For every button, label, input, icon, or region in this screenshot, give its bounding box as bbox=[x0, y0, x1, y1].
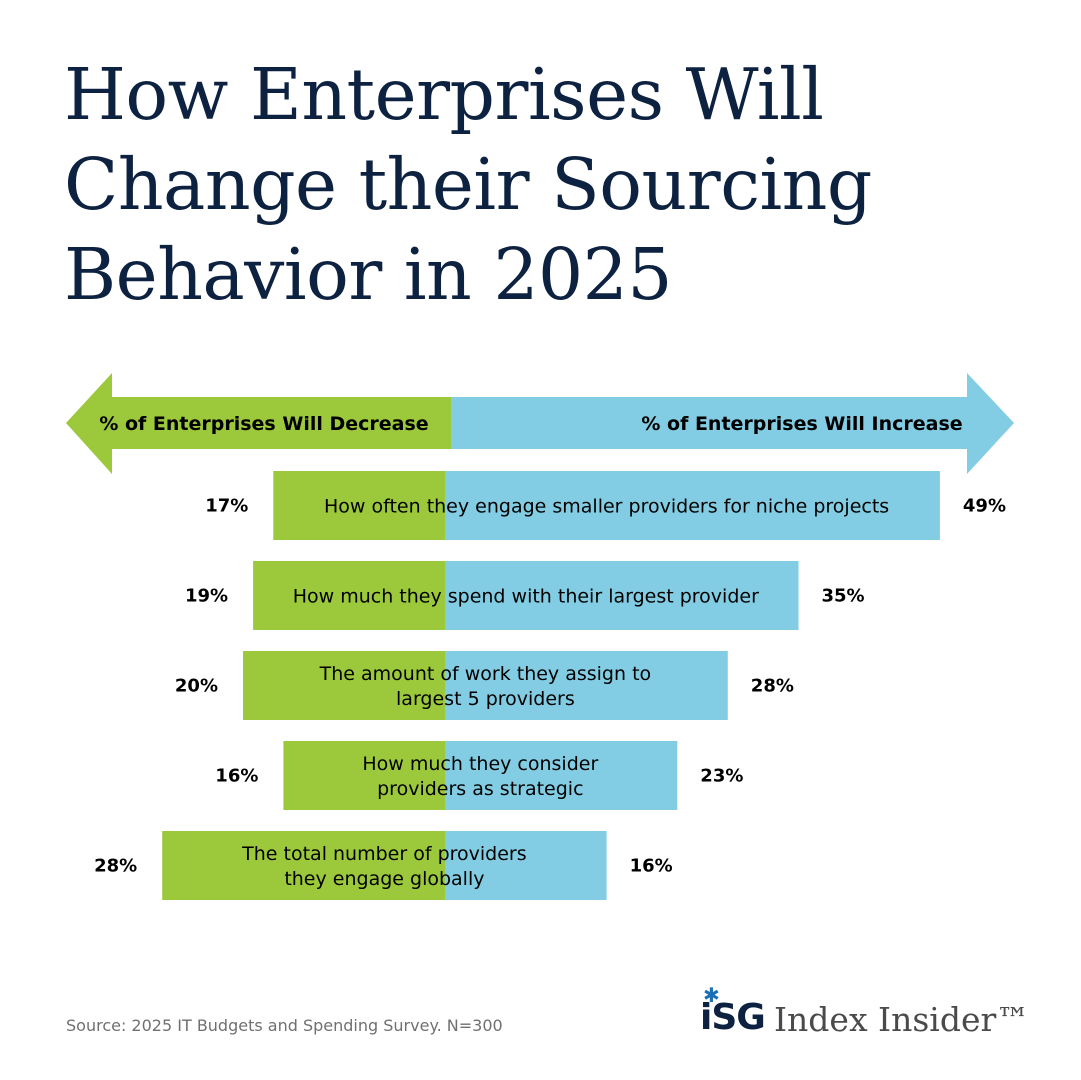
decrease-bar bbox=[273, 471, 445, 540]
page-title: How Enterprises Will Change their Sourci… bbox=[64, 53, 872, 316]
increase-bar bbox=[445, 741, 678, 810]
decrease-bar bbox=[243, 651, 445, 720]
brand-mark: iSG bbox=[700, 997, 766, 1038]
isg-logo: ✱ iSG Index Insider™ bbox=[700, 983, 1030, 1039]
decrease-value-label: 20% bbox=[175, 676, 218, 697]
increase-arrow-label: % of Enterprises Will Increase bbox=[641, 413, 962, 435]
bar-row: How often they engage smaller providers … bbox=[205, 471, 1006, 540]
increase-value-label: 35% bbox=[822, 586, 865, 607]
star-icon: ✱ bbox=[703, 983, 720, 1007]
increase-value-label: 28% bbox=[751, 676, 794, 697]
decrease-value-label: 28% bbox=[94, 856, 137, 877]
bar-row: How much they consider providers as strat… bbox=[215, 741, 743, 810]
decrease-bar bbox=[162, 831, 445, 900]
category-label: The amount of work they assign to largest… bbox=[319, 663, 652, 710]
category-label: How much they spend with their largest p… bbox=[293, 586, 759, 608]
direction-arrows: % of Enterprises Will Decrease % of Enter… bbox=[66, 373, 1014, 474]
decrease-value-label: 17% bbox=[205, 496, 248, 517]
bar-row: The total number of providers they engage… bbox=[94, 831, 673, 900]
increase-value-label: 49% bbox=[963, 496, 1006, 517]
category-label: How much they consider providers as strat… bbox=[362, 753, 598, 800]
bar-row: The amount of work they assign to largest… bbox=[175, 651, 794, 720]
category-label: How often they engage smaller providers … bbox=[324, 496, 889, 518]
category-label: The total number of providers they engage… bbox=[241, 843, 526, 890]
increase-bar bbox=[445, 471, 940, 540]
increase-value-label: 16% bbox=[630, 856, 673, 877]
decrease-value-label: 19% bbox=[185, 586, 228, 607]
increase-bar bbox=[445, 561, 799, 630]
brand-name: Index Insider™ bbox=[774, 1000, 1030, 1039]
increase-bar bbox=[445, 831, 607, 900]
decrease-bar bbox=[253, 561, 445, 630]
increase-arrow bbox=[451, 373, 1014, 474]
bar-row: How much they spend with their largest p… bbox=[185, 561, 865, 630]
source-note: Source: 2025 IT Budgets and Spending Sur… bbox=[66, 1016, 503, 1035]
decrease-arrow bbox=[66, 373, 451, 474]
increase-value-label: 23% bbox=[700, 766, 743, 787]
decrease-arrow-label: % of Enterprises Will Decrease bbox=[99, 413, 428, 435]
decrease-bar bbox=[283, 741, 445, 810]
decrease-value-label: 16% bbox=[215, 766, 258, 787]
increase-bar bbox=[445, 651, 728, 720]
bars: How often they engage smaller providers … bbox=[94, 471, 1006, 900]
